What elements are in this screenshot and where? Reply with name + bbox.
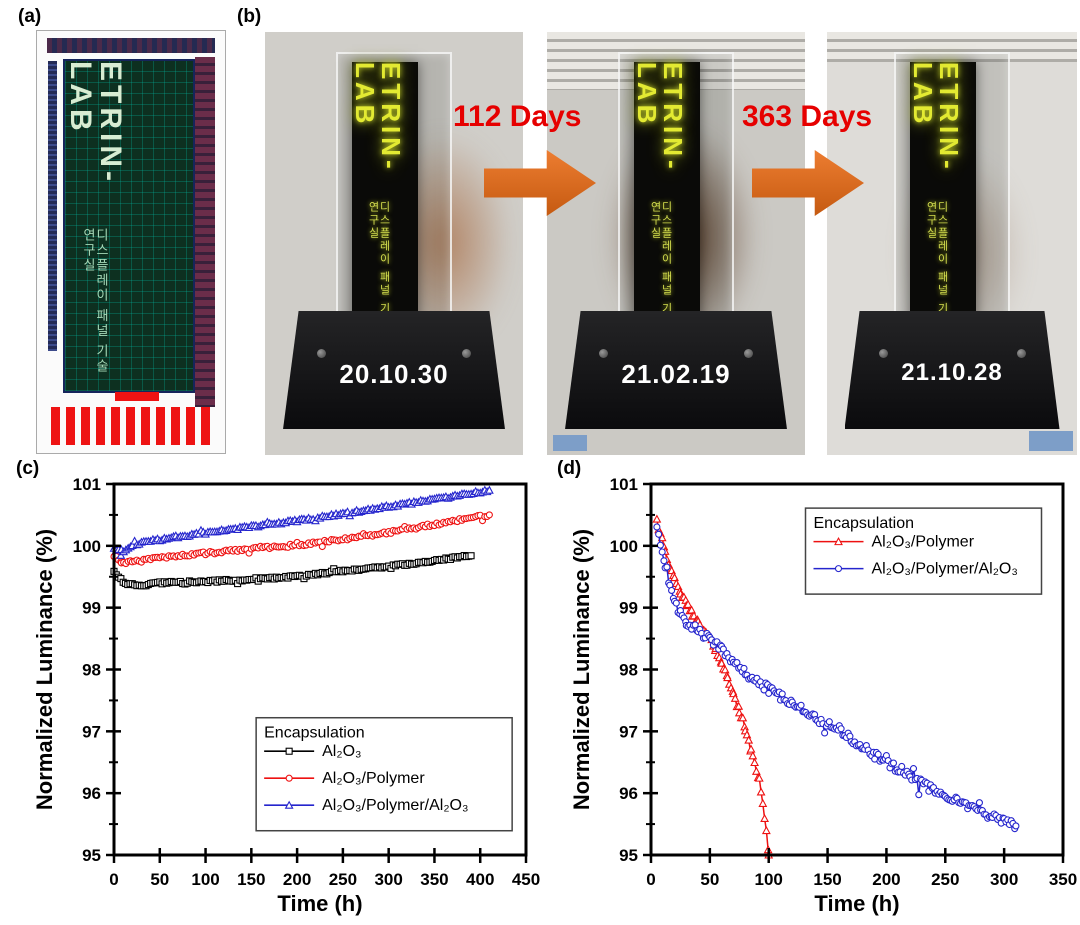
screw-icon: [461, 349, 471, 358]
chip-display-subtext: 디스플레이 패널 기술 연구실: [81, 228, 109, 375]
svg-text:250: 250: [329, 870, 357, 889]
svg-text:99: 99: [619, 599, 638, 618]
panel-b-label: (b): [237, 6, 262, 27]
photo-2020-10-30: ETRIN-LAB 디스플레이 패널 기술 연구실 20.10.30: [265, 32, 523, 455]
svg-text:450: 450: [512, 870, 540, 889]
svg-text:200: 200: [872, 870, 900, 889]
svg-text:96: 96: [82, 784, 101, 803]
svg-text:98: 98: [619, 661, 638, 680]
svg-text:Time (h): Time (h): [814, 891, 899, 916]
svg-text:Al₂O₃/Polymer/Al₂O₃: Al₂O₃/Polymer/Al₂O₃: [322, 797, 468, 814]
svg-text:250: 250: [931, 870, 959, 889]
panel-a-chip-image: ETRIN-LAB 디스플레이 패널 기술 연구실: [36, 30, 226, 454]
screw-icon: [1016, 349, 1026, 358]
svg-text:Al₂O₃/Polymer: Al₂O₃/Polymer: [322, 770, 425, 787]
svg-text:300: 300: [374, 870, 402, 889]
svg-text:50: 50: [700, 870, 719, 889]
screw-icon: [878, 349, 888, 358]
chip-mid-pad: [115, 392, 159, 401]
chart-encapsulation-storage: 0 50 100 150 200 250 300 350 400 450 95 96 97 98 99 100…: [32, 475, 540, 916]
svg-text:96: 96: [619, 784, 638, 803]
stand-base: 21.02.19: [565, 311, 787, 429]
svg-text:101: 101: [73, 475, 101, 494]
svg-text:400: 400: [466, 870, 494, 889]
svg-text:97: 97: [619, 722, 638, 741]
chart-encapsulation-operation: 0 50 100 150 200 250 300 350 95 96 97 98 99 100 101 Tim…: [569, 475, 1077, 916]
glass-panel: ETRIN-LAB 디스플레이 패널 기술 연구실: [336, 52, 452, 344]
photo-date: 20.10.30: [339, 359, 449, 389]
days-label-112: 112 Days: [453, 100, 582, 133]
display-glow-subtext: 디스플레이 패널 기술 연구실: [367, 201, 390, 329]
stand-base: 20.10.30: [283, 311, 505, 429]
glass-panel: ETRIN-LAB 디스플레이 패널 기술 연구실: [618, 52, 734, 344]
photo-date: 21.02.19: [621, 359, 731, 389]
photo-2021-02-19: ETRIN-LAB 디스플레이 패널 기술 연구실 21.02.19: [547, 32, 805, 455]
svg-text:100: 100: [755, 870, 783, 889]
svg-text:50: 50: [150, 870, 169, 889]
svg-text:300: 300: [990, 870, 1018, 889]
svg-text:99: 99: [82, 599, 101, 618]
chip-display-text: ETRIN-LAB: [64, 61, 127, 185]
svg-text:Normalized Luminance (%): Normalized Luminance (%): [569, 529, 594, 810]
oled-display: ETRIN-LAB 디스플레이 패널 기술 연구실: [632, 62, 700, 334]
chip-right-column: [195, 57, 215, 407]
chip-left-column: [48, 61, 57, 351]
svg-text:95: 95: [619, 846, 638, 865]
panel-c-label: (c): [16, 458, 40, 479]
stand-base: 21.10.28: [844, 311, 1060, 429]
svg-text:100: 100: [73, 537, 101, 556]
svg-text:100: 100: [610, 537, 638, 556]
svg-text:Time (h): Time (h): [277, 891, 362, 916]
svg-text:350: 350: [420, 870, 448, 889]
svg-text:200: 200: [283, 870, 311, 889]
svg-text:150: 150: [237, 870, 265, 889]
svg-text:Encapsulation: Encapsulation: [264, 725, 365, 742]
svg-text:Al₂O₃/Polymer: Al₂O₃/Polymer: [872, 534, 975, 551]
screw-icon: [743, 349, 753, 358]
blue-pad: [1029, 431, 1073, 451]
panel-d-label: (d): [557, 458, 582, 479]
svg-text:0: 0: [109, 870, 118, 889]
svg-text:98: 98: [82, 661, 101, 680]
svg-text:Normalized Luminance (%): Normalized Luminance (%): [32, 529, 57, 810]
oled-display: ETRIN-LAB 디스플레이 패널 기술 연구실: [350, 62, 418, 334]
display-glow-text: ETRIN-LAB: [350, 62, 406, 173]
svg-text:95: 95: [82, 846, 101, 865]
window-blinds: [827, 32, 1077, 62]
photo-2021-10-28: ETRIN-LAB 디스플레이 패널 기술 연구실 21.10.28: [827, 32, 1077, 455]
svg-text:100: 100: [191, 870, 219, 889]
days-label-363: 363 Days: [742, 100, 873, 133]
blue-pad: [553, 435, 587, 451]
svg-text:101: 101: [610, 475, 638, 494]
svg-text:Al₂O₃/Polymer/Al₂O₃: Al₂O₃/Polymer/Al₂O₃: [872, 561, 1018, 578]
display-glow-subtext: 디스플레이 패널 기술 연구실: [925, 201, 948, 329]
chip-top-pattern: [47, 38, 215, 53]
svg-text:Al₂O₃: Al₂O₃: [322, 743, 361, 760]
screw-icon: [317, 349, 327, 358]
oled-display: ETRIN-LAB 디스플레이 패널 기술 연구실: [908, 62, 976, 334]
display-glow-text: ETRIN-LAB: [632, 62, 688, 173]
svg-text:150: 150: [813, 870, 841, 889]
chip-display-area: ETRIN-LAB 디스플레이 패널 기술 연구실: [63, 59, 195, 393]
glass-panel: ETRIN-LAB 디스플레이 패널 기술 연구실: [894, 52, 1010, 344]
svg-text:97: 97: [82, 722, 101, 741]
svg-text:350: 350: [1049, 870, 1077, 889]
display-glow-text: ETRIN-LAB: [908, 62, 964, 173]
svg-text:0: 0: [646, 870, 655, 889]
photo-date: 21.10.28: [901, 359, 1003, 386]
screw-icon: [599, 349, 609, 358]
svg-text:Encapsulation: Encapsulation: [814, 515, 915, 532]
panel-a-label: (a): [18, 6, 42, 27]
chip-bottom-pads: [51, 407, 211, 445]
display-glow-subtext: 디스플레이 패널 기술 연구실: [649, 201, 672, 329]
